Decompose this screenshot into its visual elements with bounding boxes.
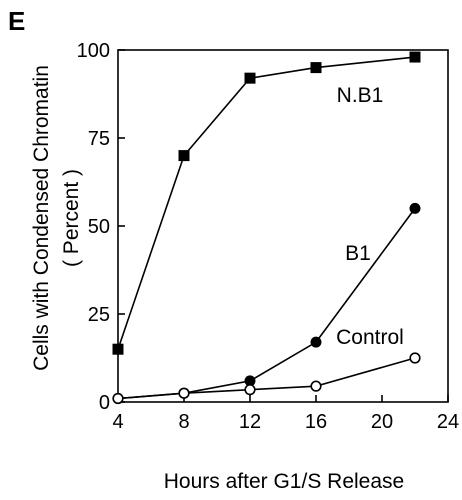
- series-label: N.B1: [337, 84, 384, 107]
- y-axis-label: Cells with Condensed Chromatin: [30, 65, 53, 371]
- y-tick-label: 0: [99, 392, 110, 414]
- data-point: [244, 384, 256, 396]
- series-label: Control: [336, 326, 404, 349]
- x-tick-label: 16: [305, 411, 327, 433]
- data-point: [310, 336, 322, 348]
- series-labels: N.B1 B1 Control: [336, 84, 404, 349]
- data-point: [409, 202, 421, 214]
- data-point: [409, 352, 421, 364]
- data-point: [310, 62, 322, 74]
- data-point: [244, 72, 256, 84]
- series-label: B1: [345, 242, 371, 265]
- data-point: [244, 375, 256, 387]
- y-tick-label: 25: [88, 304, 110, 326]
- y-axis-sublabel: ( Percent ): [60, 169, 83, 267]
- x-tick-label: 24: [437, 411, 459, 433]
- data-point: [178, 150, 190, 162]
- x-tick-label: 8: [178, 411, 189, 433]
- series-line-control: [117, 357, 416, 400]
- y-tick-label: 50: [88, 216, 110, 238]
- x-axis-label: Hours after G1/S Release: [164, 470, 404, 493]
- x-tick-label: 20: [371, 411, 393, 433]
- plot-frame: [117, 49, 449, 403]
- axes: 4 8 12 16 20 24 0 25 50 75 100: [77, 40, 460, 433]
- series-control: [112, 352, 421, 405]
- series-b1: [112, 202, 421, 404]
- x-tick-label: 4: [112, 411, 123, 433]
- data-point: [112, 392, 124, 405]
- y-tick-label: 100: [77, 40, 110, 62]
- data-point: [112, 343, 124, 355]
- series-layer: [112, 51, 421, 405]
- data-point: [409, 51, 421, 63]
- data-point: [310, 380, 322, 392]
- data-point: [178, 387, 190, 399]
- panel-label: E: [8, 6, 25, 36]
- y-tick-label: 75: [88, 128, 110, 150]
- x-tick-label: 12: [239, 411, 261, 433]
- series-n-b1: [112, 51, 421, 355]
